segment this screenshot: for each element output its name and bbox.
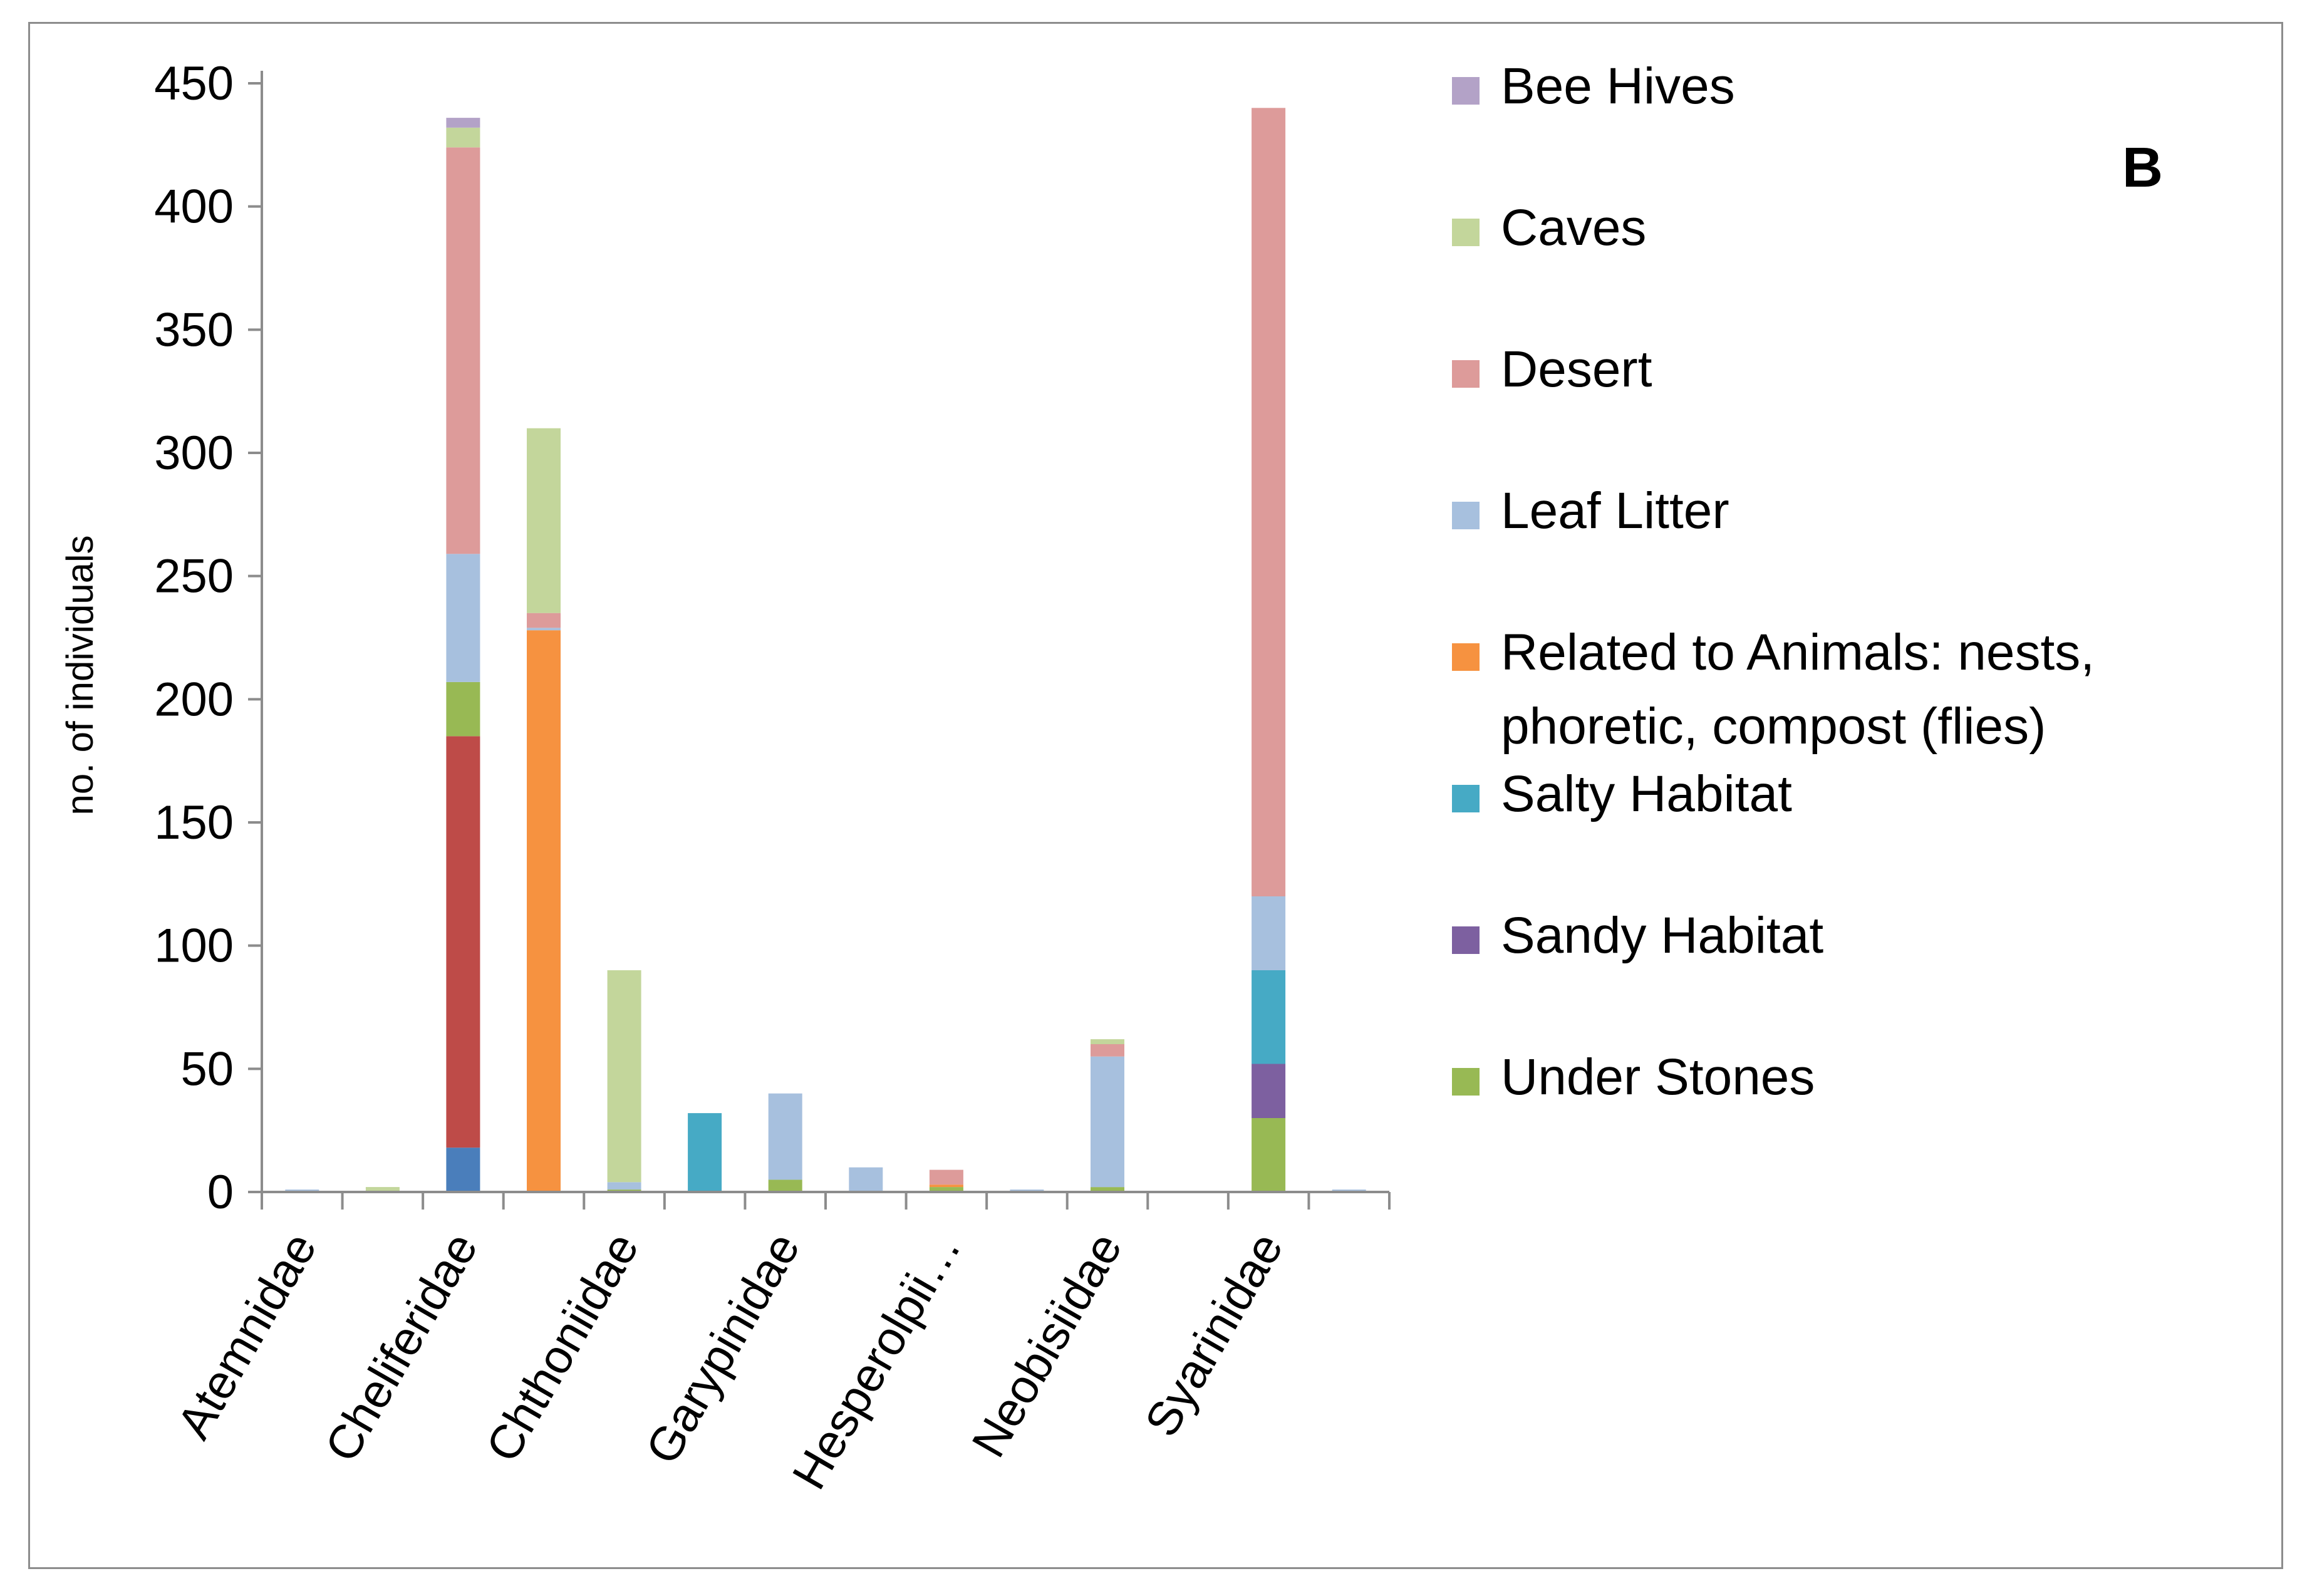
y-tick-label: 300 xyxy=(154,427,234,480)
legend-swatch xyxy=(1452,926,1480,954)
bar-segment xyxy=(1252,970,1286,1064)
panel-label: B xyxy=(2122,137,2163,199)
legend-label: Salty Habitat xyxy=(1501,765,1792,822)
legend-label: Related to Animals: nests, phoretic, comp… xyxy=(1501,624,2095,755)
legend-label: Desert xyxy=(1501,341,1652,398)
bar-segment xyxy=(365,1187,400,1192)
legend: Bee Hives Caves Desert Leaf Litter Related t… xyxy=(1452,58,2095,1106)
bar-segment xyxy=(1252,1064,1286,1118)
bar-segment xyxy=(1091,1056,1124,1188)
legend-label: Bee Hives xyxy=(1501,58,1735,115)
bar-segment xyxy=(768,1093,802,1180)
bar-segment xyxy=(527,628,561,631)
bar-segment xyxy=(527,613,561,628)
legend-swatch xyxy=(1452,219,1480,246)
bar-segment xyxy=(1091,1039,1124,1044)
legend-swatch xyxy=(1452,643,1480,671)
x-tick-label: Hesperolpii… xyxy=(782,1224,972,1498)
bar-segment xyxy=(446,147,480,554)
legend-swatch xyxy=(1452,1068,1480,1096)
legend-label: Sandy Habitat xyxy=(1501,907,1823,964)
x-tick-label: Cheliferidae xyxy=(315,1224,488,1471)
bar-segment xyxy=(446,1148,480,1192)
y-tick-label: 200 xyxy=(154,673,234,726)
x-tick-label: Atemnidae xyxy=(167,1224,327,1448)
bar-segment xyxy=(607,970,641,1183)
x-tick-label: Garypinidae xyxy=(636,1224,811,1473)
y-tick-label: 150 xyxy=(154,796,234,849)
bar-segment xyxy=(1252,1118,1286,1192)
bar-segment xyxy=(527,630,561,1192)
bar-segment xyxy=(446,681,480,737)
bar-segment xyxy=(446,118,480,128)
bar-segment xyxy=(688,1113,722,1192)
y-tick-label: 100 xyxy=(154,920,234,973)
y-axis-title: no. of individuals xyxy=(59,536,101,816)
bar-segment xyxy=(607,1182,641,1190)
x-tick-label: Syarinidae xyxy=(1135,1224,1293,1445)
legend-swatch xyxy=(1452,360,1480,388)
y-tick-label: 350 xyxy=(154,303,234,356)
bar-group xyxy=(285,108,1366,1192)
legend-label: Caves xyxy=(1501,199,1646,256)
bar-segment xyxy=(446,127,480,148)
bar-segment xyxy=(1252,896,1286,970)
bar-segment xyxy=(446,736,480,1148)
chart-canvas: B no. of individuals 0 50 100 150 200 250 300 3… xyxy=(59,57,2163,1498)
x-tick-label: Neobisiidae xyxy=(962,1224,1133,1466)
legend-label: Leaf Litter xyxy=(1501,482,1729,539)
y-tick-label: 50 xyxy=(180,1042,234,1096)
x-tick-label: Chthoniidae xyxy=(476,1224,649,1471)
x-tick-labels: AtemnidaeCheliferidaeChthoniidaeGarypini… xyxy=(167,1224,1293,1498)
y-tick-label: 0 xyxy=(207,1166,234,1219)
legend-swatch xyxy=(1452,77,1480,105)
bar-segment xyxy=(929,1169,963,1185)
legend-label: Under Stones xyxy=(1501,1049,1815,1106)
axes xyxy=(248,71,1391,1210)
bar-segment xyxy=(929,1187,963,1192)
bar-segment xyxy=(929,1184,963,1188)
chart-frame: B no. of individuals 0 50 100 150 200 250 300 3… xyxy=(28,22,2283,1569)
bar-segment xyxy=(768,1179,802,1192)
bar-segment xyxy=(1091,1187,1124,1192)
bar-segment xyxy=(1252,108,1286,896)
bar-segment xyxy=(446,554,480,682)
legend-swatch xyxy=(1452,502,1480,529)
y-tick-label: 400 xyxy=(154,180,234,234)
bar-segment xyxy=(527,428,561,613)
bar-segment xyxy=(849,1167,883,1192)
bar-segment xyxy=(1091,1044,1124,1057)
legend-swatch xyxy=(1452,785,1480,812)
y-tick-label: 250 xyxy=(154,550,234,603)
y-tick-labels: 0 50 100 150 200 250 300 350 400 450 xyxy=(154,57,234,1219)
y-tick-label: 450 xyxy=(154,57,234,110)
